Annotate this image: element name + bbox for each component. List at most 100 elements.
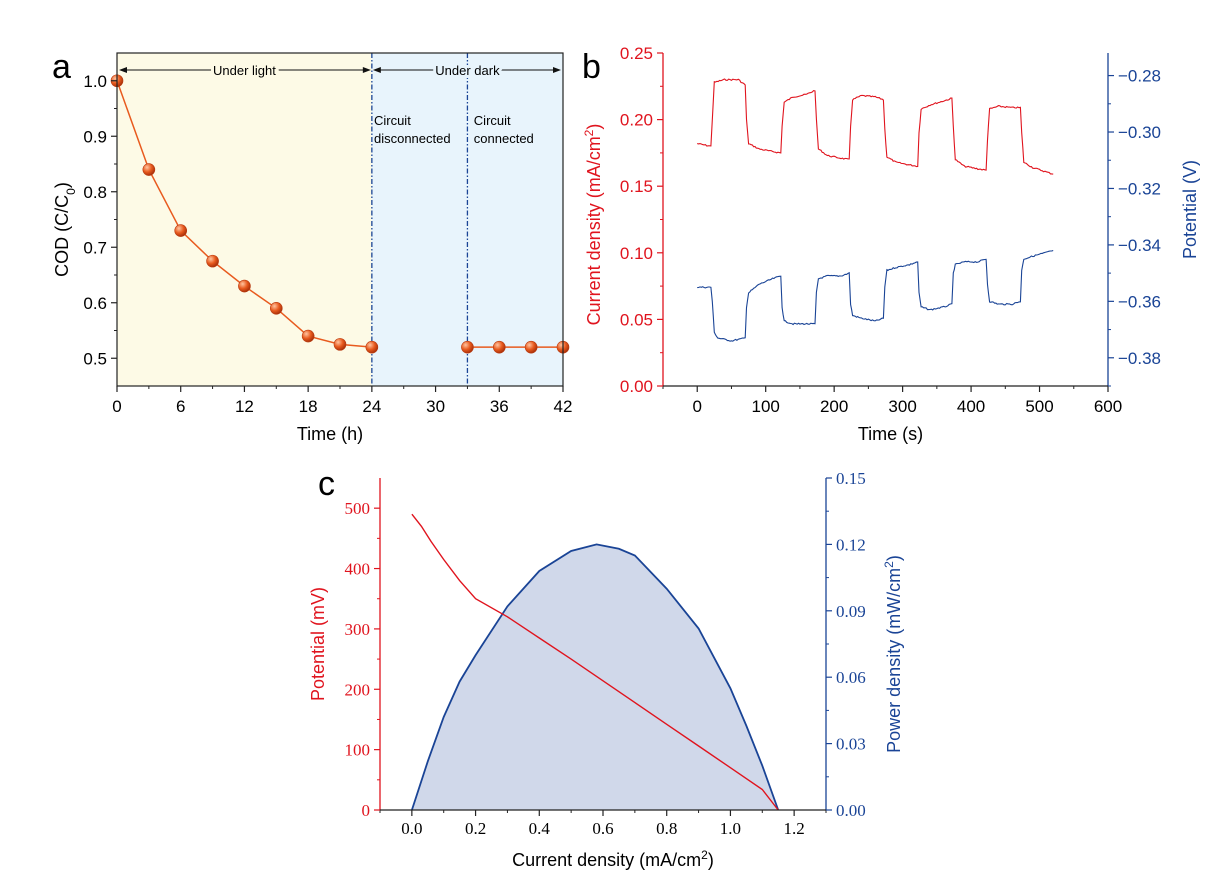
left-tick-label: 0.15 [620,177,653,196]
right-tick-label: 0.15 [836,469,866,488]
x-ticks: 0.0 0.2 0.4 0.6 0.8 1.0 1.2 [379,810,827,838]
x-tick-label: 200 [820,397,848,416]
left-y-ticks: 0.00 0.05 0.10 0.15 0.20 0.25 [620,44,663,396]
x-tick-label: 400 [957,397,985,416]
panel-a: Under light Under dark Circuit disconnect… [52,48,572,444]
right-y-axis-label: Power density (mW/cm2) [882,555,904,753]
x-tick-label: 1.0 [720,819,741,838]
x-ticks: 0 6 12 18 24 30 36 42 [112,386,572,416]
left-tick-label: 0 [362,801,371,820]
panel-b: 0 100 200 300 400 500 600 0.00 0.05 0.10 0.15 0.20… [582,44,1200,444]
x-tick-label: 30 [426,397,445,416]
arrow-head-right [553,67,561,73]
x-tick-label: 0.8 [656,819,677,838]
potential-line [411,513,779,811]
right-tick-label: 0.00 [836,801,866,820]
current-density-line [697,78,1054,175]
data-point [238,279,251,293]
y-tick-label: 0.6 [83,294,107,313]
axes [662,53,1109,387]
left-tick-label: 0.05 [620,310,653,329]
left-tick-label: 100 [345,741,371,760]
x-label-main: Current density (mA/cm [512,850,701,870]
x-tick-label: 6 [176,397,185,416]
left-y-label-main: Current density (mA/cm [584,136,604,325]
left-tick-label: 200 [345,680,371,699]
data-point [301,329,315,343]
y-axis-label: COD (C/C0) [52,182,78,277]
x-tick-label: 0.4 [529,819,551,838]
x-tick-label: 24 [362,397,381,416]
arrow-head-left [119,67,127,73]
right-tick-label: −0.28 [1118,67,1161,86]
x-tick-label: 300 [888,397,916,416]
right-y-axis-label: Potential (V) [1180,160,1200,259]
panel-c: 0.0 0.2 0.4 0.6 0.8 1.0 1.2 0 100 200 300 400 500 0… [308,465,904,870]
x-tick-label: 18 [299,397,318,416]
right-y-label-main: Power density (mW/cm [884,568,904,753]
x-axis-label: Time (h) [297,424,363,444]
left-tick-label: 0.00 [620,377,653,396]
right-tick-label: 0.12 [836,535,866,554]
potential-line [697,249,1054,342]
power-density-line [411,543,780,811]
left-y-axis-label: Potential (mV) [308,587,328,701]
left-tick-label: 400 [345,560,371,579]
x-tick-label: 0.6 [592,819,613,838]
under-light-label: Under light [213,63,276,78]
region-arrows [119,67,561,73]
right-y-label-sup: 2 [882,561,896,568]
annotation-line: Circuit [474,113,511,128]
left-tick-label: 300 [345,620,371,639]
data-point [174,224,188,237]
right-tick-label: 0.09 [836,602,866,621]
data-point [206,254,219,268]
x-label-end: ) [708,850,714,870]
left-y-axis-label: Current density (mA/cm2) [582,124,604,326]
x-tick-label: 0.2 [465,819,486,838]
x-tick-label: 42 [554,397,573,416]
panel-label-b: b [582,48,601,86]
right-tick-label: −0.38 [1118,349,1161,368]
left-tick-label: 500 [345,499,371,518]
x-tick-label: 0 [692,397,701,416]
series-lines [411,513,780,811]
data-point [492,340,506,354]
circuit-annotations: Circuit disconnected Circuit connected [374,113,534,146]
x-tick-label: 0.0 [401,819,422,838]
y-tick-label: 0.7 [83,238,107,257]
panel-label-a: a [52,48,71,86]
data-point [333,338,347,351]
annotation-text: Circuit disconnected [374,113,451,146]
data-point [269,301,283,315]
x-axis-label: Current density (mA/cm2) [512,848,714,870]
x-tick-label: 100 [752,397,780,416]
arrow-head-left [372,67,381,73]
data-point [524,340,538,354]
left-tick-label: 0.20 [620,111,653,130]
left-tick-label: 0.25 [620,44,653,63]
right-tick-label: 0.06 [836,668,866,687]
under-dark-label: Under dark [435,63,500,78]
x-tick-label: 1.2 [784,819,805,838]
region-dividers [371,53,469,386]
x-tick-label: 0 [112,397,121,416]
x-tick-label: 600 [1094,397,1122,416]
x-axis-label: Time (s) [858,424,923,444]
right-y-label-end: ) [884,555,904,561]
y-tick-label: 0.5 [83,349,107,368]
x-ticks: 0 100 200 300 400 500 600 [662,386,1122,416]
left-tick-label: 0.10 [620,244,653,263]
y-label-sub: 0 [64,188,78,195]
under-light-region [117,53,372,386]
right-y-ticks: −0.28 −0.30 −0.32 −0.34 −0.36 −0.38 [1108,67,1161,387]
right-tick-label: −0.32 [1118,179,1161,198]
data-point [142,163,156,176]
annotation-line: connected [474,131,534,146]
x-tick-label: 500 [1025,397,1053,416]
x-tick-label: 12 [235,397,254,416]
right-tick-label: −0.34 [1118,236,1161,255]
right-tick-label: 0.03 [836,735,866,754]
right-y-ticks: 0.00 0.03 0.06 0.09 0.12 0.15 [826,469,866,820]
y-ticks: 0.5 0.6 0.7 0.8 0.9 1.0 [83,72,117,368]
